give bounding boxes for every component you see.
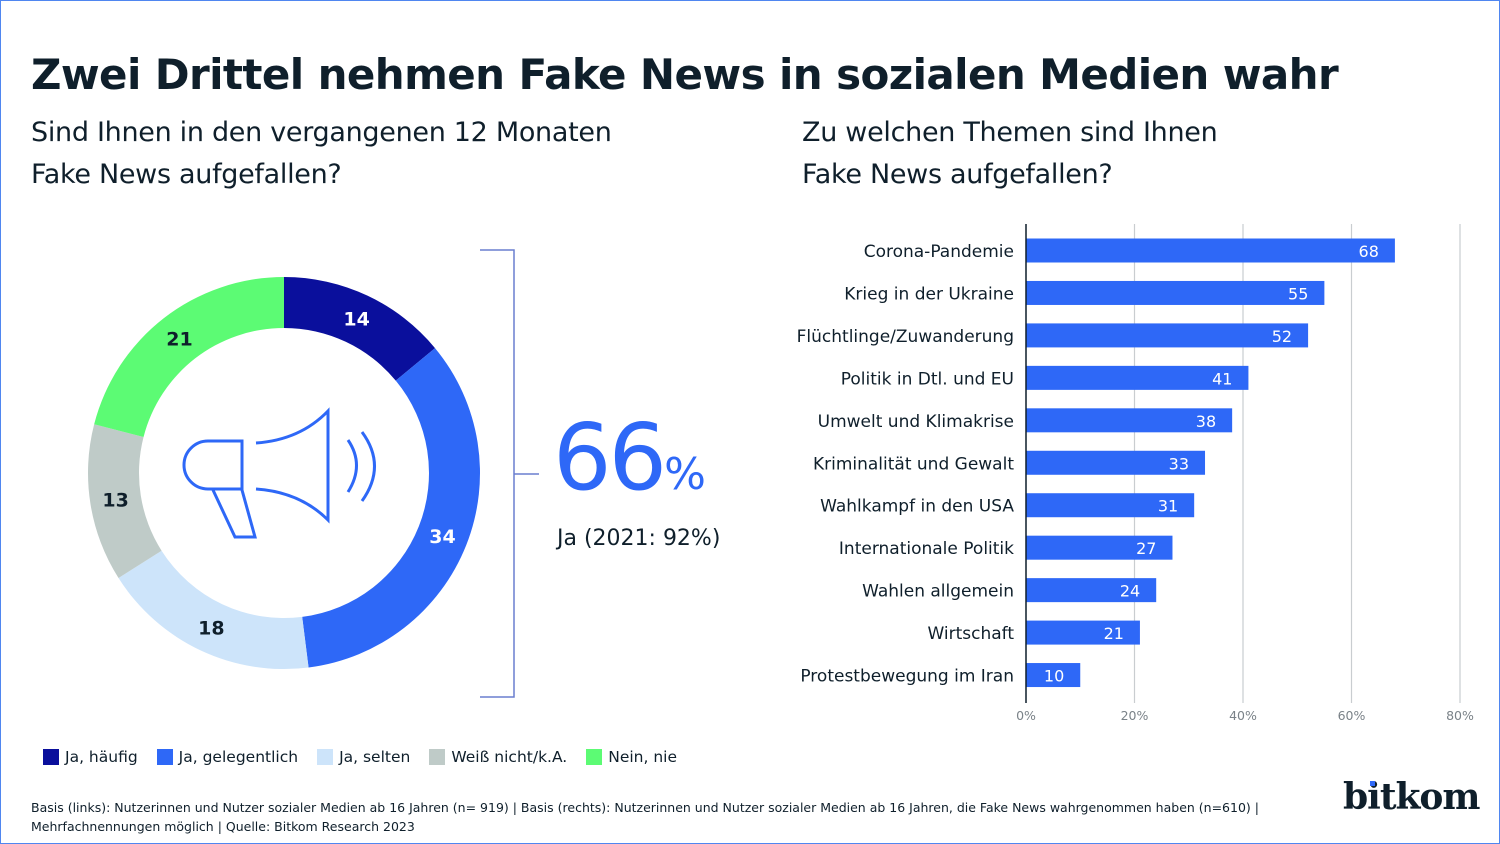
category-label: Kriminalität und Gewalt xyxy=(813,454,1014,474)
left-question: Sind Ihnen in den vergangenen 12 Monaten… xyxy=(31,112,612,196)
bar-value-label: 10 xyxy=(1044,667,1064,686)
bar-value-label: 55 xyxy=(1288,284,1308,303)
x-tick-label: 0% xyxy=(1016,708,1036,723)
bar xyxy=(1026,280,1325,305)
legend-label: Ja, häufig xyxy=(65,748,138,766)
bar-value-label: 52 xyxy=(1272,327,1292,346)
category-label: Flüchtlinge/Zuwanderung xyxy=(797,327,1014,347)
megaphone-icon xyxy=(182,407,376,539)
footnote-line: Mehrfachnennungen möglich | Quelle: Bitk… xyxy=(31,819,415,834)
bar xyxy=(1026,408,1233,433)
highlight-unit: % xyxy=(664,449,706,500)
category-label: Politik in Dtl. und EU xyxy=(841,369,1014,389)
footnote: Basis (links): Nutzerinnen und Nutzer so… xyxy=(31,798,1259,836)
highlight-value: 66% xyxy=(553,412,706,504)
legend-label: Weiß nicht/k.A. xyxy=(451,748,568,766)
donut-slice xyxy=(302,348,480,668)
bar-value-label: 38 xyxy=(1196,412,1216,431)
donut-slice-label: 18 xyxy=(198,617,224,639)
left-question-line: Fake News aufgefallen? xyxy=(31,159,342,190)
donut-slice-label: 34 xyxy=(429,526,455,548)
legend-label: Ja, gelegentlich xyxy=(178,748,299,766)
legend-item: Ja, häufig xyxy=(43,748,138,766)
bar xyxy=(1026,238,1395,263)
bar xyxy=(1026,493,1195,518)
legend-label: Ja, selten xyxy=(339,748,411,766)
legend-item: Ja, selten xyxy=(317,748,410,766)
bar xyxy=(1026,365,1249,390)
bar xyxy=(1026,323,1309,348)
x-tick-label: 40% xyxy=(1229,708,1257,723)
x-tick-label: 60% xyxy=(1338,708,1366,723)
category-label: Umwelt und Klimakrise xyxy=(818,412,1014,432)
bar-value-label: 21 xyxy=(1104,624,1124,643)
bar-value-label: 27 xyxy=(1136,539,1156,558)
bar xyxy=(1026,578,1157,603)
donut-slice-label: 14 xyxy=(343,309,369,331)
legend-item: Nein, nie xyxy=(586,748,677,766)
footnote-line: Basis (links): Nutzerinnen und Nutzer so… xyxy=(31,800,1259,815)
category-label: Wahlen allgemein xyxy=(862,582,1014,602)
bar-value-label: 68 xyxy=(1359,242,1379,261)
bracket xyxy=(480,249,539,698)
bar-value-label: 33 xyxy=(1169,454,1189,473)
donut-chart: 14 34 18 13 21 xyxy=(88,277,480,669)
legend-swatch xyxy=(429,749,446,765)
category-label: Protestbewegung im Iran xyxy=(800,667,1014,687)
legend-label: Nein, nie xyxy=(608,748,678,766)
x-tick-label: 20% xyxy=(1121,708,1149,723)
donut-slice xyxy=(284,277,436,381)
right-question: Zu welchen Themen sind Ihnen Fake News a… xyxy=(802,112,1218,196)
category-label: Internationale Politik xyxy=(839,539,1014,559)
donut-slice xyxy=(118,550,309,669)
category-label: Wirtschaft xyxy=(927,624,1014,644)
donut-slice-label: 13 xyxy=(102,490,128,512)
left-question-line: Sind Ihnen in den vergangenen 12 Monaten xyxy=(31,117,612,148)
bar-value-label: 31 xyxy=(1158,497,1178,516)
donut-slice xyxy=(94,277,284,437)
highlight-caption: Ja (2021: 92%) xyxy=(557,526,721,551)
legend-swatch xyxy=(156,749,173,765)
bar xyxy=(1026,620,1140,645)
category-label: Krieg in der Ukraine xyxy=(844,284,1014,304)
highlight-number: 66 xyxy=(553,404,667,511)
legend-swatch xyxy=(43,749,59,765)
x-tick-label: 80% xyxy=(1446,708,1474,723)
bar-chart: 0% 20% 40% 60% 80% 68 Corona-Pandemie 55 Krieg i… xyxy=(797,224,1474,723)
category-label: Corona-Pandemie xyxy=(864,242,1014,262)
bar-value-label: 41 xyxy=(1212,369,1232,388)
logo-dot xyxy=(1370,781,1375,786)
legend-item: Weiß nicht/k.A. xyxy=(429,748,567,766)
bar-value-label: 24 xyxy=(1120,582,1140,601)
right-question-line: Zu welchen Themen sind Ihnen xyxy=(802,117,1218,148)
donut-legend: Ja, häufig Ja, gelegentlich Ja, selten Weiß… xyxy=(43,748,696,766)
legend-swatch xyxy=(317,749,334,765)
bar xyxy=(1026,535,1173,560)
category-label: Wahlkampf in den USA xyxy=(820,497,1014,517)
donut-slice xyxy=(88,424,162,579)
page-title: Zwei Drittel nehmen Fake News in soziale… xyxy=(31,50,1339,99)
legend-item: Ja, gelegentlich xyxy=(156,748,299,766)
donut-slice-label: 21 xyxy=(166,328,192,350)
bar xyxy=(1026,663,1081,688)
bitkom-logo: bitkom xyxy=(1343,776,1481,818)
bar xyxy=(1026,450,1206,475)
right-question-line: Fake News aufgefallen? xyxy=(802,159,1113,190)
legend-swatch xyxy=(586,749,603,765)
